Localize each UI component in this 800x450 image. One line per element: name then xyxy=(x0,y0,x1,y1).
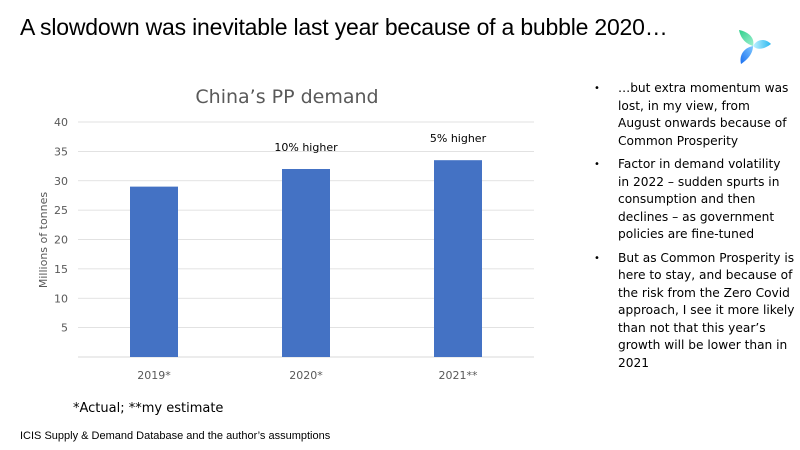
bullet-text: …but extra momentum was lost, in my view… xyxy=(618,81,789,148)
x-tick-label: 2019* xyxy=(137,369,171,382)
y-tick-label: 40 xyxy=(54,116,68,129)
x-tick-label: 2021** xyxy=(439,369,478,382)
bullet-text: But as Common Prosperity is here to stay… xyxy=(618,250,795,370)
y-axis-ticks: 5 10 15 20 25 30 35 40 xyxy=(54,116,68,335)
data-label: 5% higher xyxy=(430,132,487,145)
y-tick-label: 35 xyxy=(54,145,68,158)
bullet-glyph: • xyxy=(594,159,600,170)
data-labels: 10% higher 5% higher xyxy=(274,132,486,154)
bullet-item: • But as Common Prosperity is here to st… xyxy=(590,250,795,373)
y-tick-label: 5 xyxy=(61,322,68,335)
y-tick-label: 25 xyxy=(54,204,68,217)
bar xyxy=(434,160,482,357)
bar xyxy=(282,169,330,357)
source-note: ICIS Supply & Demand Database and the au… xyxy=(20,430,331,442)
bullet-glyph: • xyxy=(594,83,600,94)
y-axis-label: Millions of tonnes xyxy=(37,192,50,288)
triskelion-leaf-logo-icon xyxy=(739,30,771,64)
x-axis-ticks: 2019* 2020* 2021** xyxy=(137,369,478,382)
bars xyxy=(130,160,482,357)
bar xyxy=(130,186,178,357)
data-label: 10% higher xyxy=(274,141,338,154)
y-tick-label: 20 xyxy=(54,234,68,247)
bullet-item: • Factor in demand volatility in 2022 – … xyxy=(590,156,795,244)
chart-title: China’s PP demand xyxy=(195,86,378,108)
chart-footnote: *Actual; **my estimate xyxy=(73,401,224,416)
x-tick-label: 2020* xyxy=(289,369,323,382)
y-tick-label: 10 xyxy=(54,292,68,305)
y-tick-label: 15 xyxy=(54,263,68,276)
pp-demand-bar-chart: China’s PP demand 5 10 15 20 25 30 35 40 Millio… xyxy=(37,86,534,382)
bullet-item: • …but extra momentum was lost, in my vi… xyxy=(590,80,795,150)
bullet-text: Factor in demand volatility in 2022 – su… xyxy=(618,157,781,241)
bullet-glyph: • xyxy=(594,252,600,264)
y-tick-label: 30 xyxy=(54,175,68,188)
slide-title: A slowdown was inevitable last year beca… xyxy=(20,14,668,40)
bullet-list: • …but extra momentum was lost, in my vi… xyxy=(590,80,795,378)
